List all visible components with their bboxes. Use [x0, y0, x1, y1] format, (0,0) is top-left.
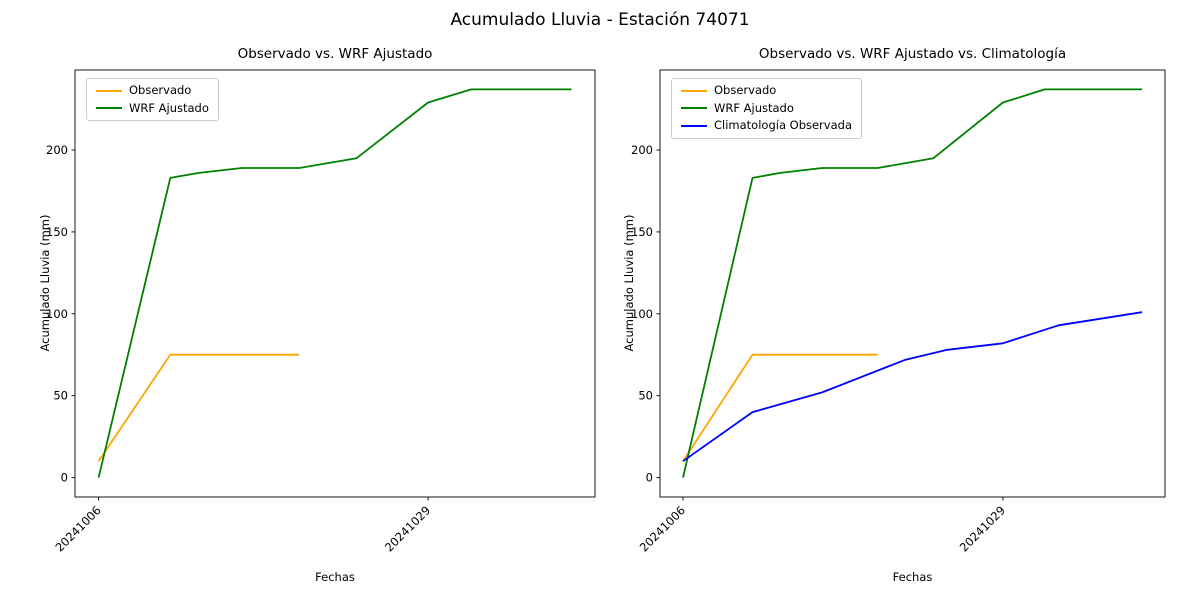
y-tick-label: 0: [61, 471, 68, 485]
left-legend: Observado WRF Ajustado: [86, 78, 219, 121]
legend-item: WRF Ajustado: [681, 100, 852, 115]
y-tick-label: 200: [46, 143, 68, 157]
legend-label-wrf-ajustado: WRF Ajustado: [714, 100, 794, 115]
right-y-axis-label: Acumulado Lluvia (mm): [622, 214, 636, 352]
series-line-wrf-ajustado: [97, 88, 572, 478]
wrf-ajustado-line-swatch: [96, 107, 122, 110]
x-tick-label: 20241006: [637, 503, 688, 554]
legend-label-observado: Observado: [129, 83, 192, 97]
legend-item: Observado: [96, 83, 209, 97]
axes-0: 0 50 100 150 200 20241006 20241029: [46, 69, 596, 555]
axes-1: 0 50 100 150 200 20241006 20241029: [631, 69, 1166, 555]
observado-line-swatch: [96, 89, 122, 92]
y-tick-label: 0: [646, 471, 653, 485]
left-y-axis-label: Acumulado Lluvia (mm): [38, 214, 52, 352]
legend-label-wrf-ajustado: WRF Ajustado: [129, 100, 209, 115]
x-tick-label: 20241029: [382, 503, 433, 554]
axes-spines: [74, 69, 596, 498]
series-line-wrf-ajustado: [682, 88, 1142, 478]
y-tick-label: 100: [631, 307, 653, 321]
series-line-observado: [682, 353, 878, 462]
wrf-ajustado-line-swatch: [681, 107, 707, 110]
y-tick-label: 150: [46, 225, 68, 239]
x-tick-label: 20241006: [52, 503, 103, 554]
legend-item: WRF Ajustado: [96, 100, 209, 115]
observado-line-swatch: [681, 89, 707, 92]
left-chart-title: Observado vs. WRF Ajustado: [237, 46, 433, 62]
series-line-climatología-observada: [682, 311, 1143, 462]
legend-label-observado: Observado: [714, 83, 777, 97]
y-tick-label: 150: [631, 225, 653, 239]
series-line-observado: [97, 353, 300, 462]
legend-label-climatologia: Climatología Observada: [714, 118, 852, 132]
right-legend: Observado WRF Ajustado Climatología Obse…: [671, 78, 862, 139]
left-x-axis-label: Fechas: [315, 570, 355, 584]
y-tick-label: 50: [638, 389, 653, 403]
legend-item: Observado: [681, 83, 852, 97]
y-tick-label: 50: [53, 389, 68, 403]
figure-title: Acumulado Lluvia - Estación 74071: [450, 10, 750, 30]
y-tick-label: 100: [46, 307, 68, 321]
x-tick-label: 20241029: [957, 503, 1008, 554]
climatologia-line-swatch: [681, 124, 707, 127]
right-chart-title: Observado vs. WRF Ajustado vs. Climatolo…: [758, 46, 1067, 62]
legend-item: Climatología Observada: [681, 118, 852, 132]
y-tick-label: 200: [631, 143, 653, 157]
right-x-axis-label: Fechas: [892, 570, 933, 584]
axes-spines: [659, 69, 1166, 498]
